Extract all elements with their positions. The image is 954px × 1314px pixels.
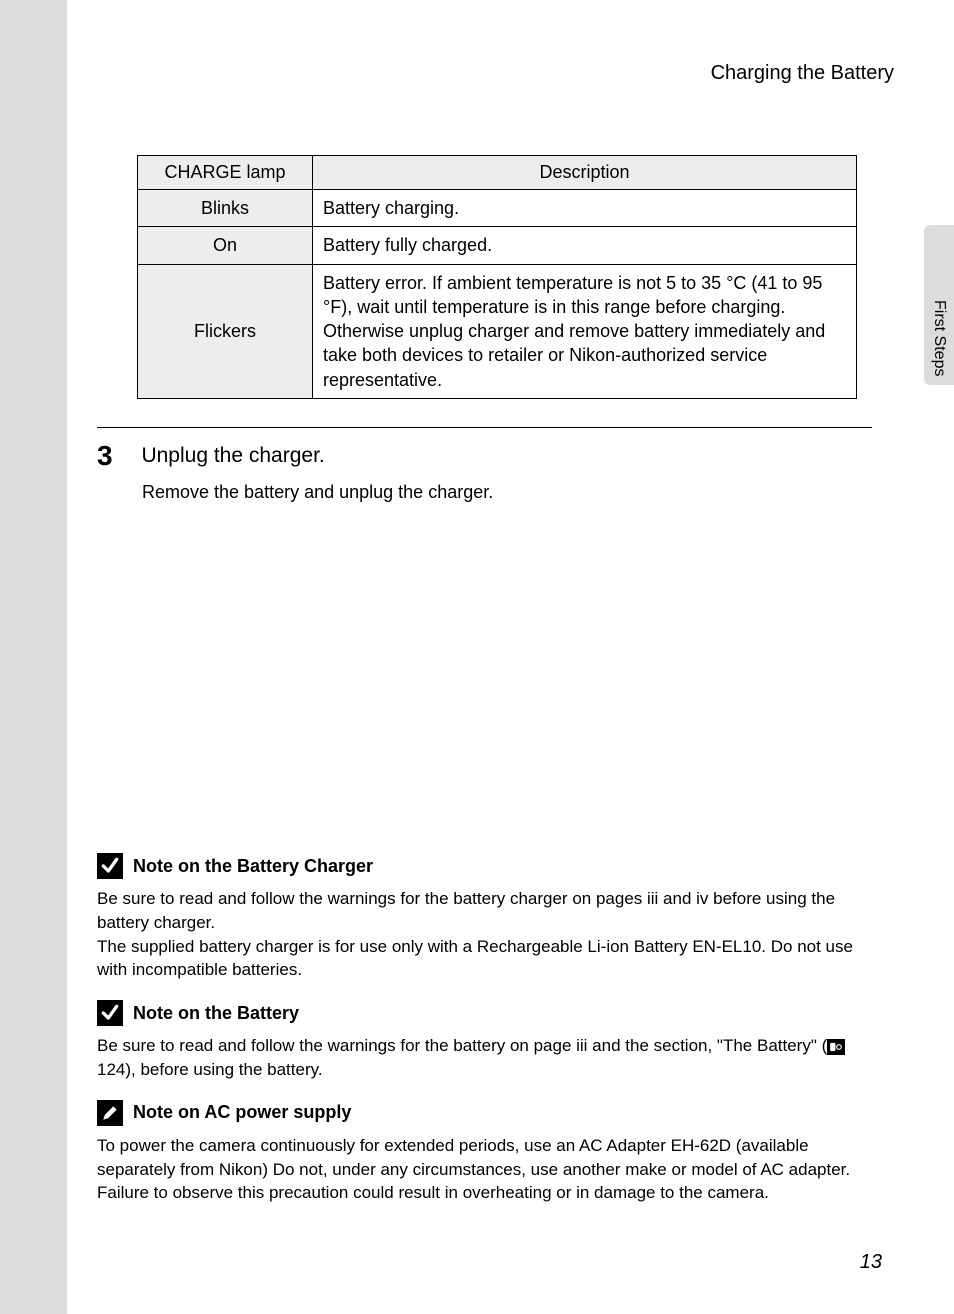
note-battery: Note on the Battery Be sure to read and …	[97, 1000, 874, 1082]
step-number: 3	[97, 440, 137, 472]
step-3: 3 Unplug the charger. Remove the battery…	[97, 427, 872, 503]
page-number: 13	[860, 1251, 882, 1274]
col-header-lamp: CHARGE lamp	[138, 156, 313, 190]
note-body: To power the camera continuously for ext…	[97, 1134, 874, 1205]
desc-cell: Battery charging.	[313, 190, 857, 227]
step-title: Unplug the charger.	[141, 440, 324, 468]
note-heading: Note on the Battery	[97, 1000, 874, 1026]
note-body: Be sure to read and follow the warnings …	[97, 887, 874, 982]
notes-section: Note on the Battery Charger Be sure to r…	[97, 853, 874, 1205]
note-body: Be sure to read and follow the warnings …	[97, 1034, 874, 1082]
checkmark-icon	[97, 853, 123, 879]
note-title: Note on the Battery Charger	[133, 856, 373, 877]
charge-lamp-table: CHARGE lamp Description Blinks Battery c…	[137, 155, 857, 399]
note-body-prefix: Be sure to read and follow the warnings …	[97, 1036, 827, 1055]
table-row: Blinks Battery charging.	[138, 190, 857, 227]
manual-page: Charging the Battery First Steps CHARGE …	[67, 0, 954, 1314]
desc-cell: Battery error. If ambient temperature is…	[313, 264, 857, 398]
note-ac-power: Note on AC power supply To power the cam…	[97, 1100, 874, 1205]
checkmark-icon	[97, 1000, 123, 1026]
note-title: Note on the Battery	[133, 1003, 299, 1024]
lamp-cell: Blinks	[138, 190, 313, 227]
lamp-cell: Flickers	[138, 264, 313, 398]
note-heading: Note on the Battery Charger	[97, 853, 874, 879]
note-title: Note on AC power supply	[133, 1102, 351, 1123]
col-header-desc: Description	[313, 156, 857, 190]
note-body-suffix: ), before using the battery.	[125, 1060, 322, 1079]
table-row: Flickers Battery error. If ambient tempe…	[138, 264, 857, 398]
table-row: On Battery fully charged.	[138, 227, 857, 264]
pencil-icon	[97, 1100, 123, 1126]
desc-cell: Battery fully charged.	[313, 227, 857, 264]
reference-icon	[827, 1039, 845, 1055]
note-heading: Note on AC power supply	[97, 1100, 874, 1126]
note-battery-charger: Note on the Battery Charger Be sure to r…	[97, 853, 874, 982]
page-header-title: Charging the Battery	[97, 62, 894, 85]
section-side-label: First Steps	[930, 300, 948, 376]
step-body: Remove the battery and unplug the charge…	[142, 482, 872, 503]
table-header-row: CHARGE lamp Description	[138, 156, 857, 190]
note-ref-page: 124	[97, 1060, 125, 1079]
lamp-cell: On	[138, 227, 313, 264]
